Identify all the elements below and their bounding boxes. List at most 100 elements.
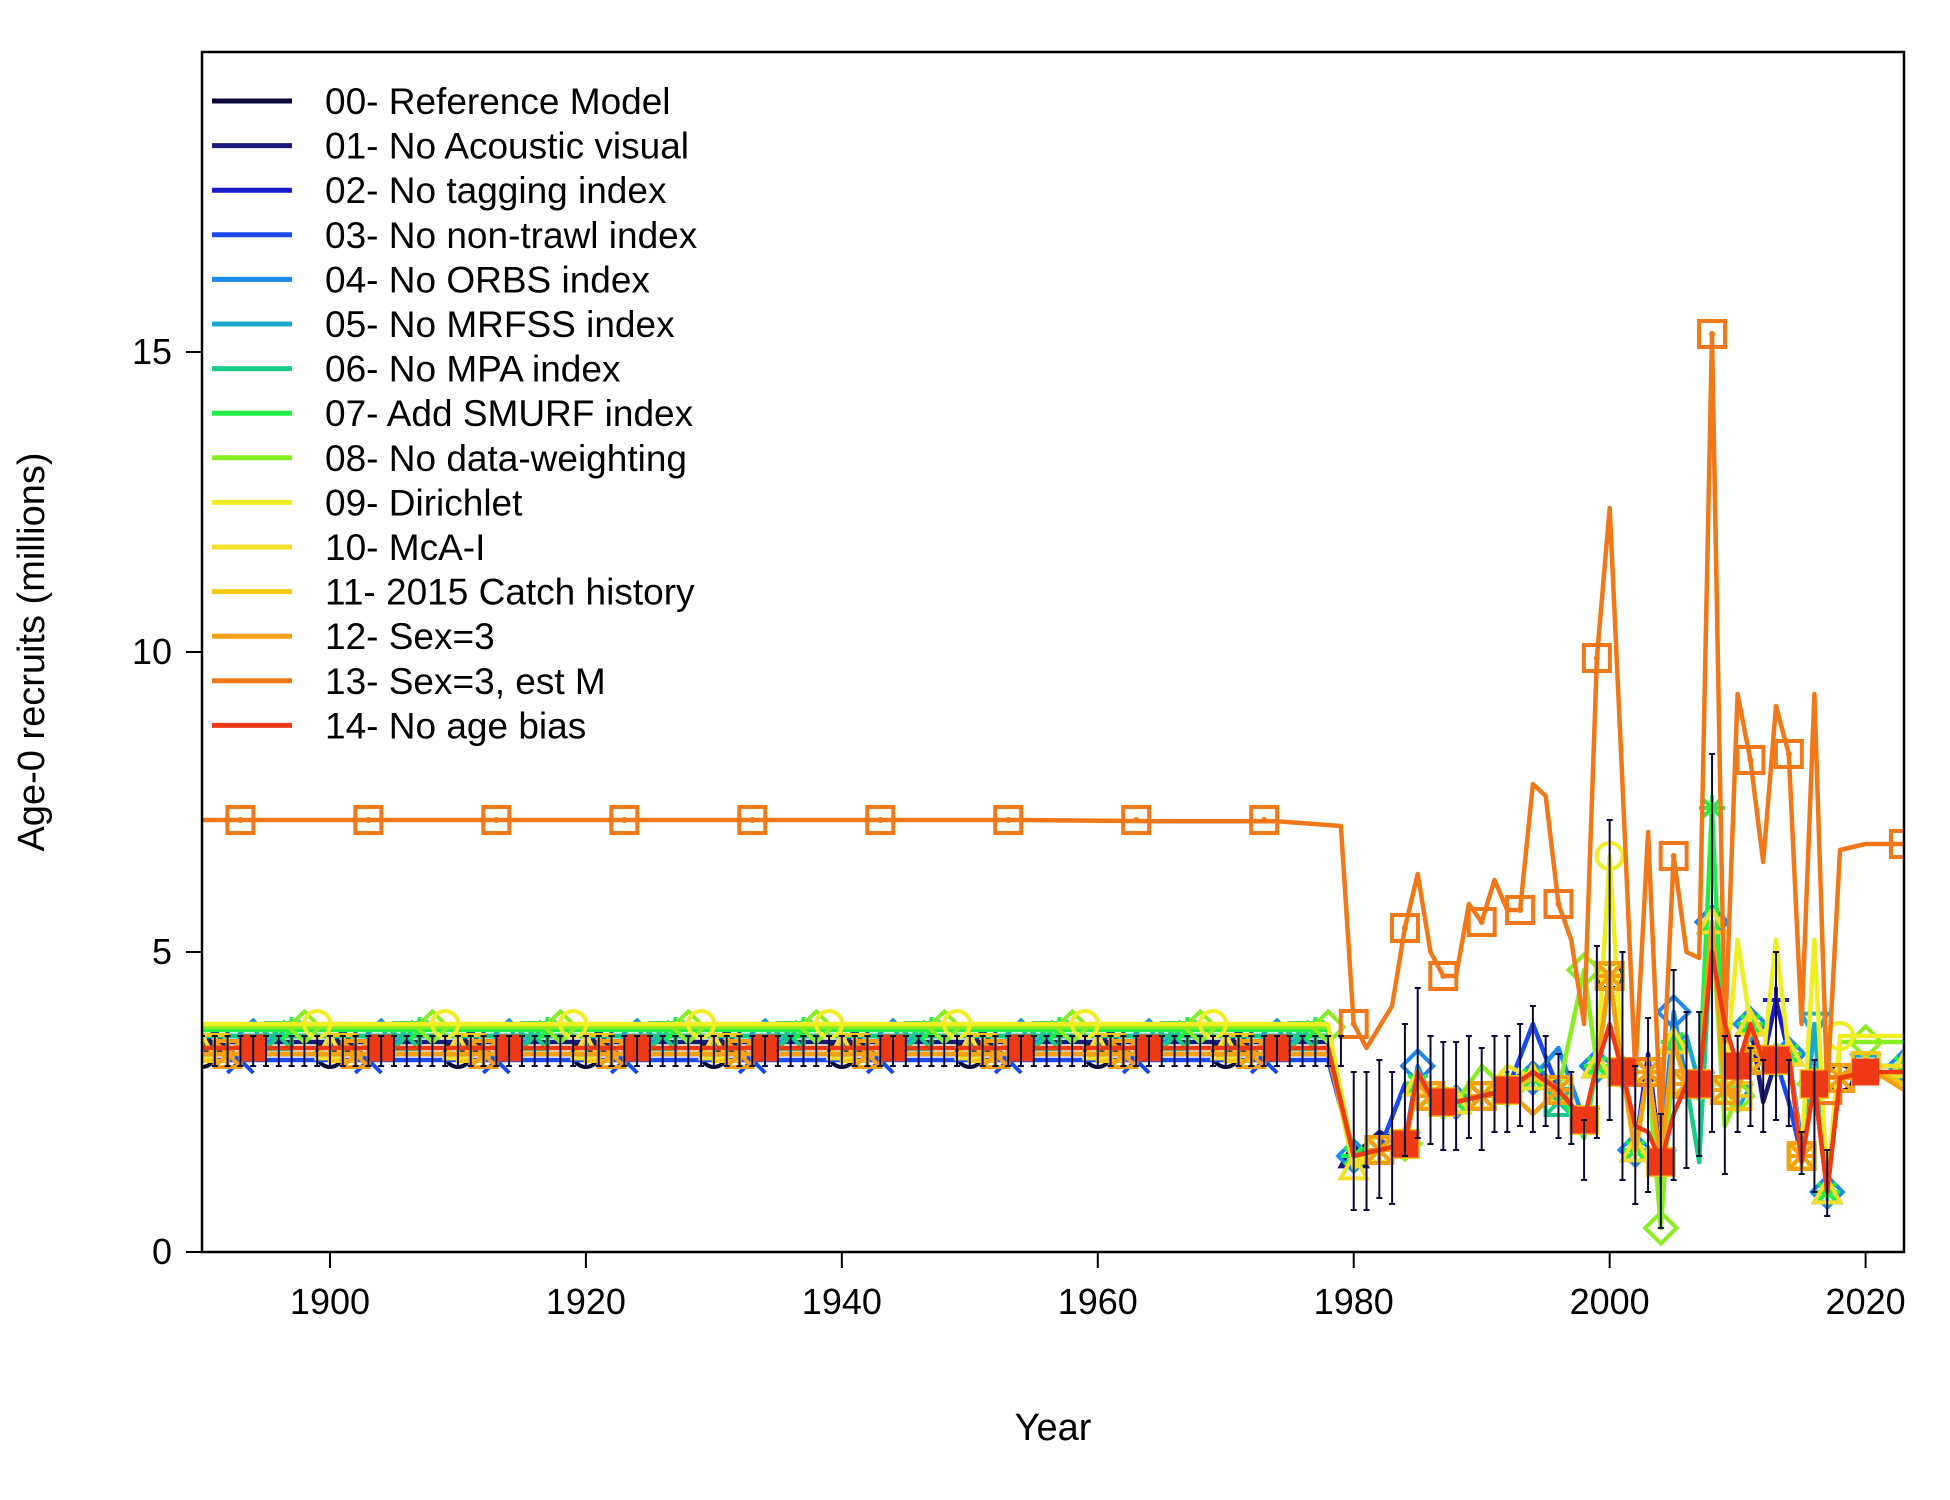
- interval-bar: [1811, 1059, 1818, 1193]
- y-tick-label: 10: [132, 631, 172, 672]
- interval-bar: [1427, 1035, 1434, 1145]
- interval-bar: [1401, 1023, 1408, 1157]
- interval-bar: [506, 1035, 513, 1067]
- interval-bar: [1453, 1041, 1460, 1151]
- interval-layer: [202, 753, 1831, 1229]
- legend-item: 01- No Acoustic visual: [212, 126, 689, 167]
- interval-bar: [1350, 1071, 1357, 1211]
- x-tick-label: 1960: [1058, 1281, 1138, 1322]
- interval-bar: [1465, 1035, 1472, 1139]
- legend-item: 05- No MRFSS index: [212, 304, 675, 345]
- interval-bar: [672, 1035, 679, 1067]
- interval-bar: [301, 1035, 308, 1067]
- interval-bar: [595, 1035, 602, 1067]
- interval-bar: [1337, 1035, 1344, 1067]
- x-tick-label: 1900: [290, 1281, 370, 1322]
- interval-bar: [1005, 1035, 1012, 1067]
- legend-item: 11- 2015 Catch history: [212, 572, 695, 613]
- legend-item: 13- Sex=3, est M: [212, 661, 606, 702]
- legend-label: 10- McA-I: [325, 527, 485, 568]
- interval-bar: [275, 1035, 282, 1067]
- interval-bar: [1133, 1035, 1140, 1067]
- interval-bar: [1581, 1119, 1588, 1181]
- interval-bar: [736, 1035, 743, 1067]
- legend-item: 07- Add SMURF index: [212, 393, 694, 434]
- interval-bar: [1645, 1017, 1652, 1193]
- y-axis: 0 5 10 15: [132, 331, 203, 1272]
- interval-bar: [1363, 1071, 1370, 1211]
- y-tick-label: 0: [152, 1231, 172, 1272]
- legend-label: 09- Dirichlet: [325, 482, 523, 523]
- interval-bar: [1440, 1041, 1447, 1151]
- interval-bar: [1798, 1131, 1805, 1175]
- interval-bar: [1657, 1113, 1664, 1229]
- interval-bar: [800, 1035, 807, 1067]
- legend-label: 08- No data-weighting: [325, 438, 687, 479]
- x-axis: 1900 1920 1940 1960 1980 2000 2020: [290, 1251, 1906, 1322]
- interval-bar: [442, 1035, 449, 1067]
- interval-bar: [262, 1035, 269, 1067]
- interval-bar: [416, 1035, 423, 1067]
- interval-bar: [1529, 1005, 1536, 1133]
- interval-bar: [813, 1035, 820, 1067]
- interval-bar: [326, 1035, 333, 1067]
- interval-bar: [390, 1035, 397, 1067]
- interval-bar: [1235, 1035, 1242, 1067]
- interval-bar: [710, 1035, 717, 1067]
- interval-bar: [1107, 1035, 1114, 1067]
- interval-bar: [1414, 987, 1421, 1139]
- interval-bar: [493, 1035, 500, 1067]
- legend-item: 02- No tagging index: [212, 170, 667, 211]
- interval-bar: [1222, 1035, 1229, 1067]
- interval-bar: [749, 1035, 756, 1067]
- interval-bar: [1145, 1035, 1152, 1067]
- legend-item: 08- No data-weighting: [212, 438, 687, 479]
- legend-label: 11- 2015 Catch history: [325, 572, 695, 613]
- interval-bar: [570, 1035, 577, 1067]
- interval-bar: [1120, 1035, 1127, 1067]
- legend-label: 04- No ORBS index: [325, 259, 650, 300]
- interval-bar: [202, 1035, 205, 1067]
- x-tick-label: 1980: [1314, 1281, 1394, 1322]
- interval-bar: [685, 1035, 692, 1067]
- interval-bar: [838, 1035, 845, 1067]
- interval-bar: [1760, 1059, 1767, 1133]
- interval-bar: [851, 1035, 858, 1067]
- interval-bar: [1606, 819, 1613, 1121]
- interval-bar: [941, 1035, 948, 1067]
- legend-item: 09- Dirichlet: [212, 482, 523, 523]
- interval-bar: [1043, 1035, 1050, 1067]
- interval-bar: [1081, 1035, 1088, 1067]
- legend-label: 06- No MPA index: [325, 349, 621, 390]
- interval-bar: [1747, 1047, 1754, 1127]
- interval-bar: [1824, 1149, 1831, 1217]
- y-tick-label: 15: [132, 331, 172, 372]
- interval-bar: [1555, 1053, 1562, 1139]
- interval-bar: [646, 1035, 653, 1067]
- legend-item: 03- No non-trawl index: [212, 215, 698, 256]
- interval-bar: [1030, 1035, 1037, 1067]
- interval-bar: [557, 1035, 564, 1067]
- y-tick-label: 5: [152, 931, 172, 972]
- interval-bar: [544, 1035, 551, 1067]
- legend-item: 12- Sex=3: [212, 616, 495, 657]
- interval-bar: [1094, 1035, 1101, 1067]
- interval-bar: [1670, 969, 1677, 1181]
- interval-bar: [454, 1035, 461, 1067]
- x-tick-label: 2020: [1826, 1281, 1906, 1322]
- interval-bar: [1197, 1035, 1204, 1067]
- legend-item: 00- Reference Model: [212, 81, 671, 122]
- interval-bar: [224, 1035, 231, 1067]
- interval-bar: [1209, 1035, 1216, 1067]
- interval-bar: [902, 1035, 909, 1067]
- interval-bar: [966, 1035, 973, 1067]
- interval-bar: [288, 1035, 295, 1067]
- interval-bar: [1312, 1035, 1319, 1067]
- legend-item: 06- No MPA index: [212, 349, 621, 390]
- interval-bar: [1273, 1035, 1280, 1067]
- interval-bar: [1325, 1035, 1332, 1067]
- interval-bar: [723, 1035, 730, 1067]
- interval-bar: [211, 1035, 218, 1067]
